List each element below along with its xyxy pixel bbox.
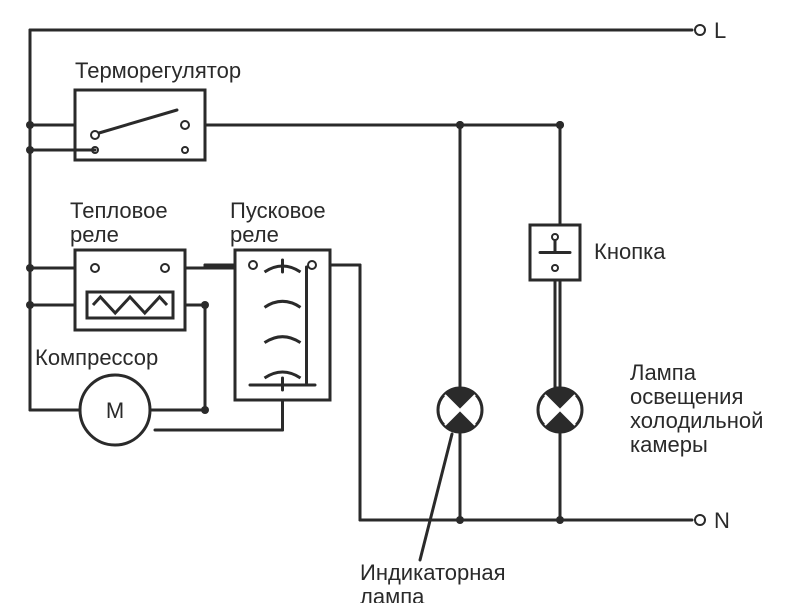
refrigerator-wiring-diagram: LТерморегуляторТепловоерелеПусковоерелеM… (0, 0, 800, 603)
label-indicator-lamp-line1: лампа (360, 584, 425, 603)
label-indicator-lamp-line0: Индикаторная (360, 560, 506, 585)
label-start-relay-line0: Пусковое (230, 198, 326, 223)
label-thermostat-line0: Терморегулятор (75, 58, 241, 83)
chamber-lamp (538, 388, 582, 432)
terminal-N-line0: N (714, 508, 730, 533)
label-compressor-line0: Компрессор (35, 345, 158, 370)
indicator-lamp (438, 388, 482, 432)
label-chamber-lamp-line1: освещения (630, 384, 743, 409)
label-button-line0: Кнопка (594, 239, 666, 264)
label-chamber-lamp-line0: Лампа (630, 360, 697, 385)
label-thermal-relay-line1: реле (70, 222, 119, 247)
label-chamber-lamp-line3: камеры (630, 432, 708, 457)
terminal-L-line0: L (714, 18, 726, 43)
label-chamber-lamp-line2: холодильной (630, 408, 763, 433)
label-start-relay-line1: реле (230, 222, 279, 247)
label-thermal-relay-line0: Тепловое (70, 198, 168, 223)
compressor-letter: M (106, 398, 124, 423)
